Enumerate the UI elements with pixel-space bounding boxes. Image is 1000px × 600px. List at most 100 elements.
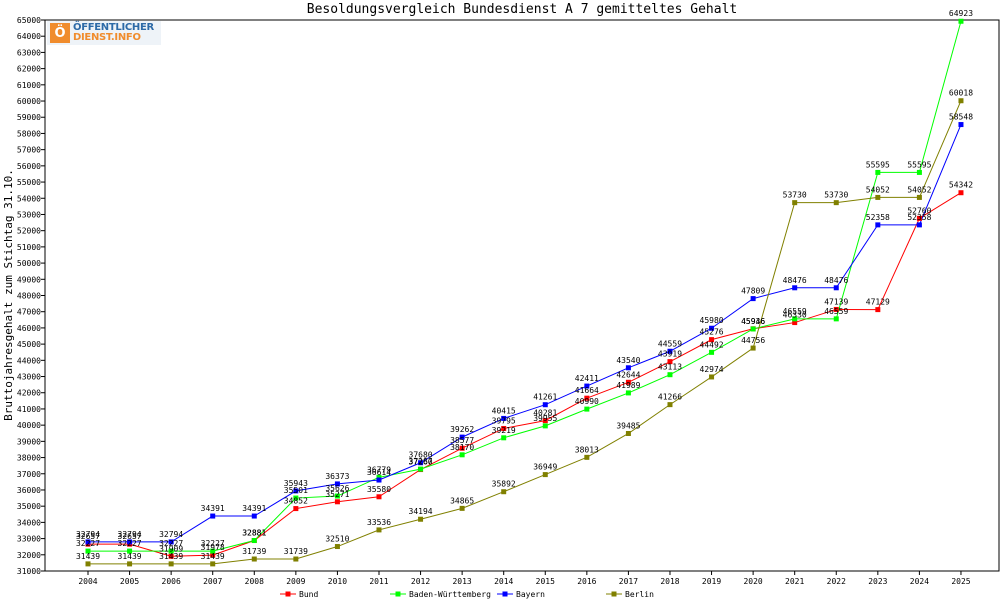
data-point-berlin xyxy=(625,430,631,436)
data-label-bund: 45946 xyxy=(741,317,765,326)
y-tick-label: 34000 xyxy=(17,518,41,527)
data-label-bund: 37260 xyxy=(409,458,433,467)
data-point-bayern xyxy=(792,285,798,291)
y-tick-label: 53000 xyxy=(17,210,41,219)
data-point-baden-w-rttemberg xyxy=(251,538,257,544)
data-point-baden-w-rttemberg xyxy=(833,316,839,322)
data-point-bund xyxy=(293,506,299,512)
data-point-baden-w-rttemberg xyxy=(293,495,299,501)
y-tick-label: 37000 xyxy=(17,470,41,479)
data-point-berlin xyxy=(251,556,257,562)
data-label-baden-w-rttemberg: 64923 xyxy=(949,9,973,18)
y-tick-label: 36000 xyxy=(17,486,41,495)
data-point-bund xyxy=(875,307,881,313)
data-label-baden-w-rttemberg: 36779 xyxy=(367,465,391,474)
data-label-baden-w-rttemberg: 35626 xyxy=(325,484,349,493)
data-label-berlin: 53730 xyxy=(783,191,807,200)
data-point-bund xyxy=(501,425,507,431)
data-label-bayern: 52358 xyxy=(907,213,931,222)
data-point-baden-w-rttemberg xyxy=(210,548,216,554)
data-point-baden-w-rttemberg xyxy=(958,18,964,24)
data-label-baden-w-rttemberg: 44492 xyxy=(700,340,724,349)
data-point-berlin xyxy=(584,454,590,460)
data-point-berlin xyxy=(85,561,91,567)
data-point-bayern xyxy=(875,222,881,228)
data-point-bund xyxy=(667,359,673,365)
x-tick-label: 2013 xyxy=(452,577,471,586)
data-label-berlin: 31739 xyxy=(284,547,308,556)
series-line-baden-w-rttemberg xyxy=(88,21,962,552)
x-tick-label: 2024 xyxy=(910,577,929,586)
y-tick-label: 58000 xyxy=(17,129,41,138)
x-tick-label: 2018 xyxy=(660,577,679,586)
data-label-bund: 54342 xyxy=(949,181,973,190)
data-label-baden-w-rttemberg: 32881 xyxy=(242,529,266,538)
y-tick-label: 31000 xyxy=(17,567,41,576)
data-point-berlin xyxy=(958,98,964,104)
data-point-berlin xyxy=(293,556,299,562)
data-point-bayern xyxy=(667,348,673,354)
data-point-bayern xyxy=(127,539,133,545)
data-label-berlin: 31439 xyxy=(118,552,142,561)
data-point-berlin xyxy=(750,345,756,351)
data-label-bund: 47129 xyxy=(866,298,890,307)
data-point-baden-w-rttemberg xyxy=(709,349,715,355)
y-tick-label: 41000 xyxy=(17,405,41,414)
data-point-bund xyxy=(833,306,839,312)
data-point-bayern xyxy=(459,434,465,440)
data-label-bund: 47139 xyxy=(824,297,848,306)
data-point-berlin xyxy=(667,402,673,408)
data-point-bayern xyxy=(501,415,507,421)
data-label-baden-w-rttemberg: 39219 xyxy=(492,426,516,435)
chart-title: Besoldungsvergleich Bundesdienst A 7 gem… xyxy=(307,2,737,17)
data-label-baden-w-rttemberg: 46559 xyxy=(824,307,848,316)
data-label-bund: 31909 xyxy=(159,544,183,553)
data-label-bund: 38577 xyxy=(450,436,474,445)
y-tick-label: 54000 xyxy=(17,194,41,203)
data-point-bayern xyxy=(418,460,424,466)
legend-label-bund: Bund xyxy=(299,590,318,599)
data-label-bayern: 36614 xyxy=(367,468,391,477)
y-tick-label: 55000 xyxy=(17,178,41,187)
data-label-bayern: 37680 xyxy=(409,451,433,460)
data-point-bayern xyxy=(168,539,174,545)
y-tick-label: 63000 xyxy=(17,48,41,57)
data-label-bayern: 34391 xyxy=(242,504,266,513)
data-point-bayern xyxy=(85,539,91,545)
legend-marker-bund xyxy=(285,591,291,597)
series-line-berlin xyxy=(88,100,962,565)
data-label-baden-w-rttemberg: 32227 xyxy=(159,539,183,548)
data-point-berlin xyxy=(501,489,507,495)
data-label-berlin: 35892 xyxy=(492,480,516,489)
data-label-bund: 32657 xyxy=(76,532,100,541)
data-label-bund: 31978 xyxy=(201,543,225,552)
data-label-berlin: 31439 xyxy=(76,552,100,561)
x-tick-label: 2006 xyxy=(162,577,181,586)
data-label-bayern: 40415 xyxy=(492,406,516,415)
data-point-berlin xyxy=(168,561,174,567)
x-tick-label: 2012 xyxy=(411,577,430,586)
y-axis: 31000 32000 33000 34000 35000 36000 37000 38000… xyxy=(17,16,45,576)
data-point-bund xyxy=(625,379,631,385)
series-lines xyxy=(88,21,962,565)
data-label-berlin: 32510 xyxy=(325,535,349,544)
logo-text: ÖFFENTLICHER DIENST.INFO xyxy=(73,23,154,43)
y-tick-label: 59000 xyxy=(17,113,41,122)
y-tick-label: 57000 xyxy=(17,146,41,155)
y-tick-label: 32000 xyxy=(17,551,41,560)
data-label-berlin: 53730 xyxy=(824,191,848,200)
x-tick-label: 2014 xyxy=(494,577,513,586)
data-label-bund: 34852 xyxy=(284,497,308,506)
y-tick-label: 62000 xyxy=(17,65,41,74)
data-label-baden-w-rttemberg: 35501 xyxy=(284,486,308,495)
logo-line-2: DIENST.INFO xyxy=(73,32,141,43)
legend-marker-baden-w-rttemberg xyxy=(395,591,401,597)
data-point-baden-w-rttemberg xyxy=(542,423,548,429)
data-label-berlin: 31439 xyxy=(159,552,183,561)
data-label-berlin: 34194 xyxy=(409,507,433,516)
y-tick-label: 33000 xyxy=(17,535,41,544)
data-point-berlin xyxy=(127,561,133,567)
data-label-bund: 43919 xyxy=(658,350,682,359)
data-point-bund xyxy=(168,553,174,559)
data-labels: 32657 32657 31909 31978 32881 34852 35271 35580… xyxy=(76,9,973,561)
